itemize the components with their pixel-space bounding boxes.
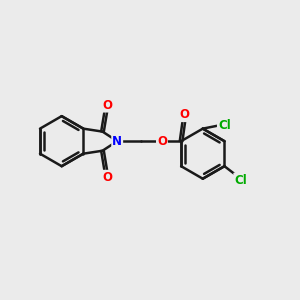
Text: Cl: Cl	[234, 173, 247, 187]
Text: O: O	[102, 171, 112, 184]
Text: O: O	[157, 135, 167, 148]
Text: O: O	[180, 108, 190, 121]
Text: O: O	[102, 99, 112, 112]
Text: N: N	[112, 135, 122, 148]
Text: Cl: Cl	[218, 118, 231, 132]
